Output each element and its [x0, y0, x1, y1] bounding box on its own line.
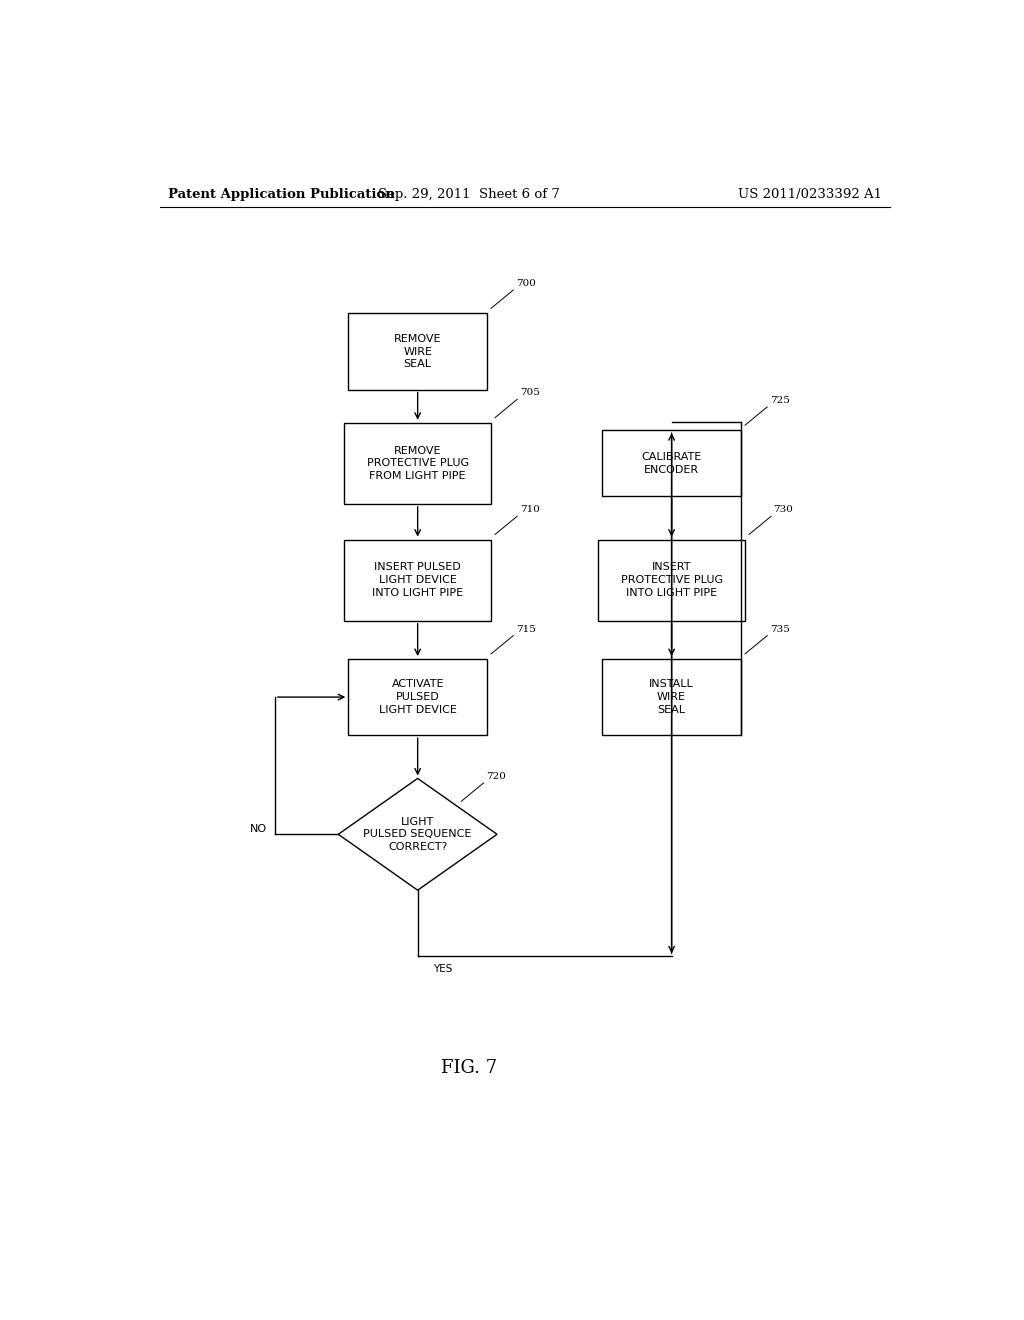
Text: INSERT
PROTECTIVE PLUG
INTO LIGHT PIPE: INSERT PROTECTIVE PLUG INTO LIGHT PIPE — [621, 562, 723, 598]
Bar — [602, 659, 741, 735]
Text: 710: 710 — [519, 506, 540, 515]
Text: US 2011/0233392 A1: US 2011/0233392 A1 — [738, 189, 882, 202]
Text: 725: 725 — [770, 396, 790, 405]
Text: 705: 705 — [519, 388, 540, 397]
Bar — [344, 540, 492, 620]
Text: LIGHT
PULSED SEQUENCE
CORRECT?: LIGHT PULSED SEQUENCE CORRECT? — [364, 817, 472, 853]
Text: ACTIVATE
PULSED
LIGHT DEVICE: ACTIVATE PULSED LIGHT DEVICE — [379, 680, 457, 715]
Bar — [598, 540, 745, 620]
Text: FIG. 7: FIG. 7 — [441, 1059, 498, 1077]
Text: 700: 700 — [516, 279, 536, 288]
Text: 730: 730 — [773, 506, 794, 515]
Text: YES: YES — [433, 965, 453, 974]
Text: Sep. 29, 2011  Sheet 6 of 7: Sep. 29, 2011 Sheet 6 of 7 — [378, 189, 560, 202]
Text: INSERT PULSED
LIGHT DEVICE
INTO LIGHT PIPE: INSERT PULSED LIGHT DEVICE INTO LIGHT PI… — [372, 562, 463, 598]
Bar — [344, 422, 492, 504]
Bar — [602, 430, 741, 496]
Text: REMOVE
PROTECTIVE PLUG
FROM LIGHT PIPE: REMOVE PROTECTIVE PLUG FROM LIGHT PIPE — [367, 446, 469, 480]
Text: 715: 715 — [516, 624, 536, 634]
Text: 720: 720 — [486, 772, 506, 781]
Text: 735: 735 — [770, 624, 790, 634]
Bar — [348, 659, 487, 735]
Text: Patent Application Publication: Patent Application Publication — [168, 189, 394, 202]
Text: INSTALL
WIRE
SEAL: INSTALL WIRE SEAL — [649, 680, 694, 715]
Text: REMOVE
WIRE
SEAL: REMOVE WIRE SEAL — [394, 334, 441, 370]
Bar — [348, 313, 487, 389]
Text: CALIBRATE
ENCODER: CALIBRATE ENCODER — [641, 451, 701, 475]
Text: NO: NO — [250, 824, 267, 834]
